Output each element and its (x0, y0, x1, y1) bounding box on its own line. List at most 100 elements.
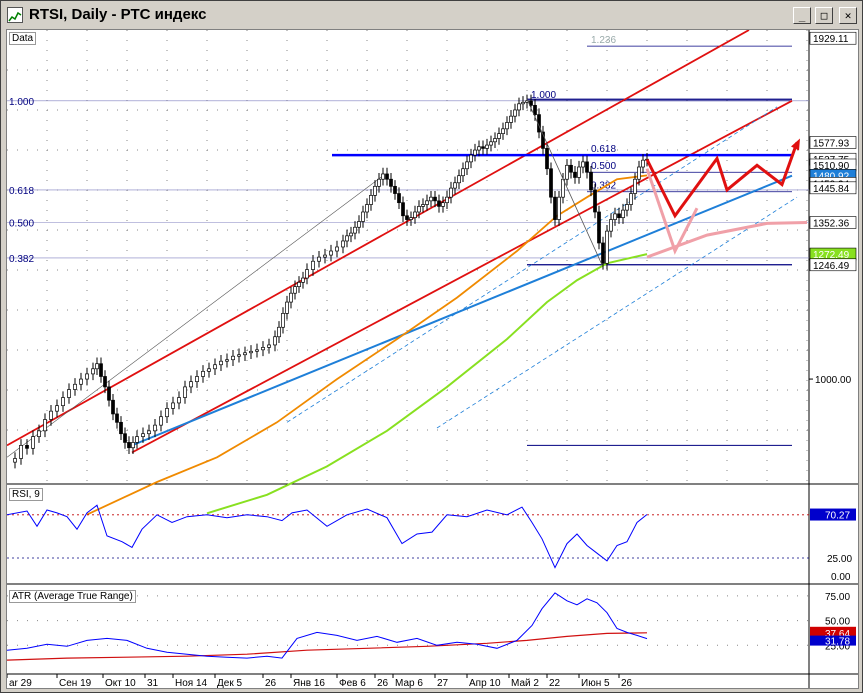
chart-app-icon (7, 7, 23, 23)
time-axis-label: Дек 5 (217, 678, 242, 688)
candle-body (549, 168, 553, 198)
atr-tick-label: 50.00 (825, 617, 850, 628)
fib-left-label: 0.500 (9, 218, 34, 229)
price-badge-label: 1352.36 (813, 218, 850, 229)
thin-trend-line (7, 175, 384, 458)
atr-average-line (7, 632, 648, 661)
price-badge-label: 1510.90 (813, 161, 850, 172)
candle-body (421, 204, 425, 207)
candle-body (301, 277, 305, 283)
candle-body (389, 178, 393, 187)
candle-body (457, 175, 461, 184)
candle-body (225, 359, 229, 362)
atr-line (7, 592, 648, 659)
trend-support-line (131, 174, 793, 447)
price-badge-label: 1246.49 (813, 261, 850, 272)
price-badge-label: 1272.49 (813, 250, 850, 261)
candle-body (517, 103, 521, 111)
candle-body (373, 185, 377, 196)
fib-right-label: 1.000 (531, 90, 556, 101)
candle-body (171, 402, 175, 409)
close-button[interactable]: ✕ (839, 7, 857, 24)
chart-area[interactable]: 1.000 0.618 0.500 0.382 1.236 1.000 0.618 0.500… (6, 29, 859, 689)
candle-body (509, 115, 513, 123)
price-badge-label: 1929.11 (813, 34, 849, 45)
candle-body (633, 178, 637, 194)
price-badge (809, 181, 857, 195)
time-axis-label: 26 (265, 678, 277, 688)
atr-tick-label: 75.00 (825, 592, 850, 603)
candle-body (165, 408, 169, 418)
candle-body (637, 166, 641, 180)
candle-body (545, 148, 549, 170)
candle-body (597, 211, 601, 244)
candle-body (401, 202, 405, 217)
candle-body (425, 200, 429, 205)
candle-body (207, 368, 211, 372)
candle-body (107, 386, 111, 401)
minimize-button[interactable]: _ (793, 7, 811, 24)
candle-body (569, 164, 573, 173)
candle-body (267, 344, 271, 348)
candle-body (153, 424, 157, 432)
time-axis-label: 26 (377, 678, 389, 688)
title-bar[interactable]: RTSI, Daily - РТС индекс _ □ ✕ (3, 3, 860, 27)
candle-body (529, 100, 533, 106)
candle-body (589, 171, 593, 191)
candle-body (37, 430, 41, 437)
time-axis-label: Окт 10 (105, 678, 136, 688)
candle-body (111, 399, 115, 415)
candle-body (605, 230, 609, 264)
candle-body (345, 235, 349, 242)
candle-body (115, 413, 119, 423)
dashed-channel-lower (436, 196, 798, 429)
price-badge-label: 1480.92 (813, 171, 850, 182)
candle-body (73, 383, 77, 390)
candle-body (31, 436, 35, 449)
candle-body (273, 336, 277, 346)
main-pane-label: Data (9, 32, 37, 45)
price-badge (809, 258, 857, 272)
candle-body (19, 445, 23, 459)
candle-body (417, 206, 421, 213)
candle-body (119, 421, 123, 435)
time-axis-label: ar 29 (9, 678, 32, 688)
candle-body (255, 349, 259, 352)
candle-body (285, 301, 289, 314)
candle-body (341, 240, 345, 248)
candle-body (147, 430, 151, 435)
time-axis-label: Апр 10 (469, 678, 501, 688)
candle-body (195, 376, 199, 383)
candle-body (305, 269, 309, 279)
candle-body (277, 326, 281, 338)
candle-body (593, 189, 597, 213)
candle-body (335, 246, 339, 252)
candle-body (585, 161, 589, 173)
candle-body (393, 185, 397, 194)
time-axis-label: Мар 6 (395, 678, 423, 688)
candle-body (349, 232, 353, 237)
forecast-pink-curve (646, 221, 808, 259)
channel-upper-line (7, 30, 750, 447)
candle-body (317, 256, 321, 262)
atr-value-badge (810, 635, 856, 646)
candle-body (429, 196, 433, 202)
candle-body (103, 376, 107, 388)
candle-body (465, 161, 469, 170)
candle-body (189, 381, 193, 388)
chart-canvas[interactable]: 1.000 0.618 0.500 0.382 1.236 1.000 0.618 0.500… (7, 30, 858, 688)
candle-body (629, 193, 633, 205)
candle-body (617, 213, 621, 219)
atr-tick-label: 25.00 (825, 641, 850, 652)
candle-body (95, 363, 99, 370)
candle-body (219, 360, 223, 366)
candle-body (177, 397, 181, 404)
time-axis-label: Май 2 (511, 678, 539, 688)
candle-body (437, 200, 441, 207)
candle-body (453, 182, 457, 189)
candle-body (565, 164, 569, 180)
maximize-button[interactable]: □ (815, 7, 833, 24)
time-axis-label: 27 (437, 678, 449, 688)
fib-right-label: 0.618 (591, 144, 616, 155)
candle-body (131, 442, 135, 449)
